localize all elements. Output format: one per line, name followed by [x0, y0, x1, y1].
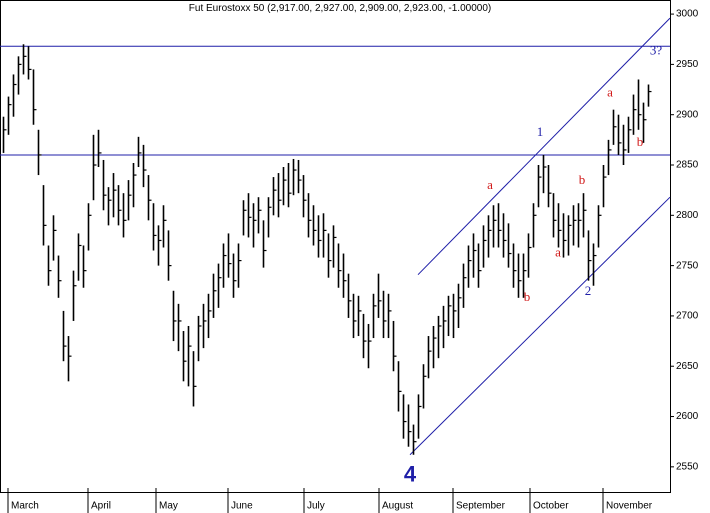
y-tick-label: 2950: [676, 59, 699, 70]
y-tick-label: 3000: [676, 9, 699, 20]
x-tick-label: April: [91, 501, 111, 512]
wave-label: 1: [537, 124, 544, 139]
y-tick-label: 2550: [676, 461, 699, 472]
wave-label: b: [524, 289, 531, 304]
x-tick-label: August: [382, 501, 413, 512]
y-tick-label: 2800: [676, 210, 699, 221]
wave-label: a: [607, 85, 613, 100]
y-tick-label: 2650: [676, 361, 699, 372]
chart-title: Fut Eurostoxx 50 (2,917.00, 2,927.00, 2,…: [189, 3, 491, 14]
x-tick-label: May: [159, 501, 178, 512]
x-tick-label: March: [11, 501, 39, 512]
x-tick-label: November: [606, 501, 653, 512]
y-tick-label: 2850: [676, 160, 699, 171]
wave-label: b: [637, 134, 644, 149]
plot-frame: [0, 0, 671, 493]
x-tick-label: October: [533, 501, 569, 512]
wave-label: a: [555, 245, 561, 260]
x-tick-label: July: [307, 501, 325, 512]
wave-label: a: [487, 177, 493, 192]
x-tick-label: September: [456, 501, 506, 512]
trend-line: [409, 196, 671, 456]
wave-label: 3?: [650, 42, 663, 57]
trend-line: [417, 17, 671, 276]
y-tick-label: 2600: [676, 411, 699, 422]
wave-label: b: [579, 172, 586, 187]
y-tick-label: 2700: [676, 311, 699, 322]
x-tick-label: June: [231, 501, 253, 512]
major-wave-label: 4: [404, 462, 417, 487]
y-tick-label: 2750: [676, 260, 699, 271]
y-tick-label: 2900: [676, 109, 699, 120]
wave-label: 2: [585, 283, 592, 298]
